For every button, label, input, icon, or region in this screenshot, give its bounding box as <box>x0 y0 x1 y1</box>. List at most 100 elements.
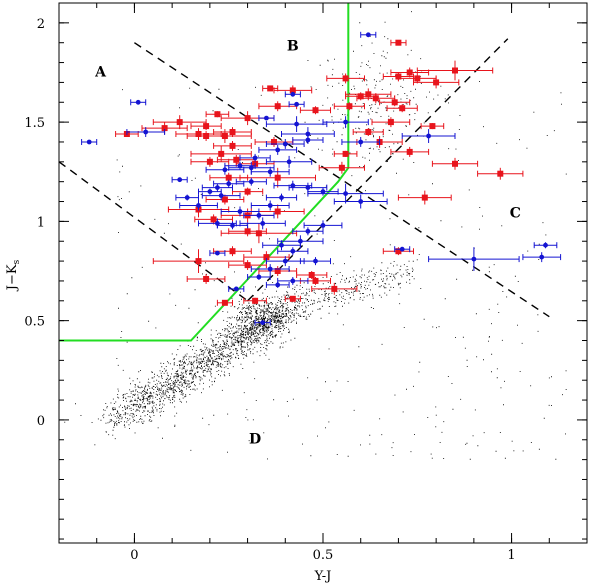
blue-point <box>265 155 313 168</box>
blue-point <box>292 227 324 236</box>
red-point <box>296 271 328 279</box>
red-point <box>390 146 430 157</box>
red-series <box>115 39 524 306</box>
x-tick-label: 0 <box>130 548 138 563</box>
red-point <box>213 141 252 151</box>
blue-point <box>254 319 271 326</box>
blue-point <box>265 281 290 288</box>
blue-point <box>228 285 245 292</box>
red-point <box>284 295 301 302</box>
blue-point <box>288 101 305 108</box>
red-point <box>186 274 226 284</box>
blue-point <box>299 257 331 266</box>
blue-point <box>213 179 245 188</box>
blue-point <box>277 235 324 248</box>
red-point <box>311 282 358 295</box>
dashed-line-lower <box>58 161 249 302</box>
red-point <box>352 128 384 136</box>
x-tick-label: 1 <box>507 548 515 563</box>
y-tick-label: 1 <box>37 215 45 230</box>
y-axis-title-k: K <box>5 264 20 274</box>
blue-point <box>265 193 298 202</box>
blue-point <box>250 200 290 211</box>
blue-point <box>341 137 381 147</box>
red-point <box>262 85 279 92</box>
region-label-b: B <box>287 39 299 55</box>
blue-point <box>201 183 233 192</box>
red-point <box>386 104 418 113</box>
red-point <box>228 260 267 270</box>
blue-point <box>175 194 199 201</box>
plot-frame <box>58 2 588 544</box>
red-point <box>382 247 414 256</box>
blue-point <box>171 176 188 183</box>
red-point <box>420 123 445 130</box>
red-point <box>371 117 411 128</box>
blue-point <box>247 274 271 280</box>
blue-point <box>277 277 309 285</box>
blue-point <box>130 99 147 106</box>
y-axis-title-minus: − <box>5 274 20 285</box>
blue-point <box>209 250 226 257</box>
blue-point <box>250 264 290 274</box>
blue-point <box>239 217 286 230</box>
blue-series <box>81 31 562 326</box>
y-tick-label: 0 <box>37 414 45 429</box>
y-axis-title: J−Ks <box>5 259 22 292</box>
blue-point <box>243 211 275 220</box>
y-tick-label: 1.5 <box>24 116 45 131</box>
red-point <box>213 127 252 137</box>
axes: 0 0.5 1 0 0.5 1 1.5 2 <box>24 3 588 563</box>
red-point <box>205 111 230 118</box>
x-axis-title: Y-J <box>314 569 332 584</box>
red-point <box>431 157 479 170</box>
blue-point <box>201 190 241 201</box>
blue-point <box>303 220 343 231</box>
red-point <box>299 106 331 115</box>
blue-point <box>265 116 328 132</box>
region-label-c: C <box>510 205 521 221</box>
red-point <box>390 67 430 78</box>
red-point <box>416 60 494 81</box>
y-tick-label: 2 <box>37 17 45 32</box>
red-point <box>152 249 245 273</box>
blue-point <box>360 31 377 38</box>
blue-point <box>81 139 98 145</box>
blue-point <box>284 91 301 98</box>
red-point <box>250 204 305 219</box>
red-point <box>397 190 452 205</box>
plot-background <box>59 3 587 543</box>
blue-point <box>265 139 305 149</box>
red-point <box>333 150 358 157</box>
green-boundary-line <box>59 3 350 342</box>
blue-point <box>401 129 456 143</box>
red-point <box>333 102 365 111</box>
red-point <box>205 194 245 205</box>
red-point <box>190 122 222 131</box>
blue-point <box>322 116 369 129</box>
red-point <box>141 122 188 134</box>
blue-point <box>179 200 218 211</box>
red-point <box>239 167 316 188</box>
red-point <box>216 299 233 306</box>
blue-point <box>394 246 411 253</box>
red-point <box>190 145 252 162</box>
red-point <box>390 39 407 46</box>
blue-point <box>277 247 309 256</box>
blue-point <box>533 242 558 249</box>
blue-point <box>307 187 339 196</box>
red-point <box>190 156 230 167</box>
blue-point <box>235 177 267 186</box>
region-label-a: A <box>94 65 107 81</box>
red-point <box>194 214 233 225</box>
red-point <box>477 167 524 180</box>
blue-point <box>522 252 562 263</box>
blue-point <box>262 240 301 251</box>
region-labels: A B C D <box>94 39 521 448</box>
y-axis-title-j: J <box>5 285 20 292</box>
red-point <box>232 187 264 196</box>
red-point <box>379 98 411 107</box>
region-label-d: D <box>249 432 261 448</box>
red-point <box>326 73 365 84</box>
